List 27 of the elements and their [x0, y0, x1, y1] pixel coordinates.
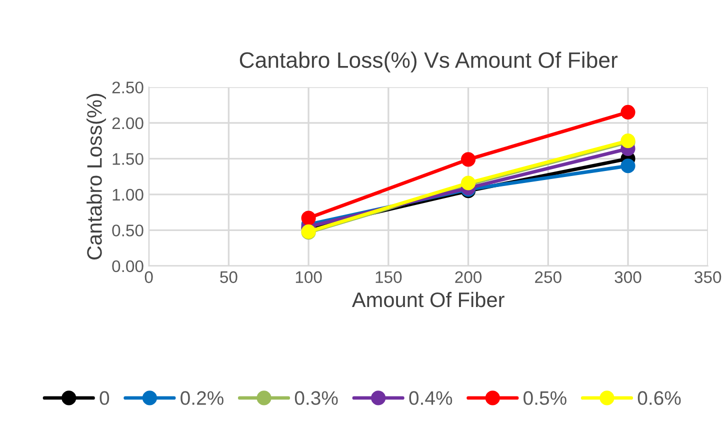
- legend-label: 0.3%: [294, 391, 338, 405]
- legend-label: 0.2%: [180, 391, 224, 405]
- y-tick-label: 0.50: [112, 224, 144, 236]
- x-tick-label: 350: [694, 271, 722, 284]
- legend-label: 0.6%: [638, 391, 681, 405]
- y-tick-label: 1.00: [112, 188, 144, 201]
- point: [301, 210, 316, 226]
- chart-title: Cantabro Loss(%) Vs Amount Of Fiber: [240, 52, 618, 72]
- y-axis-title: Cantabro Loss(%): [86, 94, 106, 260]
- y-tick-label: 1.50: [112, 153, 144, 165]
- x-tick-label: 50: [220, 271, 238, 284]
- x-tick-label: 100: [296, 271, 322, 284]
- y-tick-label: 2.50: [112, 82, 144, 94]
- x-tick-label: 250: [535, 271, 562, 284]
- legend-label: 0.4%: [409, 391, 452, 405]
- x-tick-label: 0: [144, 271, 153, 284]
- y-tick-label: 2.00: [112, 117, 144, 130]
- x-axis-title: Amount Of Fiber: [352, 292, 504, 308]
- x-tick-label: 150: [376, 271, 402, 284]
- legend-label: 0.5%: [524, 391, 566, 405]
- y-tick-label: 0.00: [112, 260, 144, 272]
- point: [460, 152, 476, 167]
- legend-label: 0: [100, 391, 110, 405]
- point: [620, 158, 636, 174]
- point: [620, 104, 636, 120]
- x-tick-label: 200: [455, 271, 482, 284]
- x-tick-label: 300: [614, 271, 642, 284]
